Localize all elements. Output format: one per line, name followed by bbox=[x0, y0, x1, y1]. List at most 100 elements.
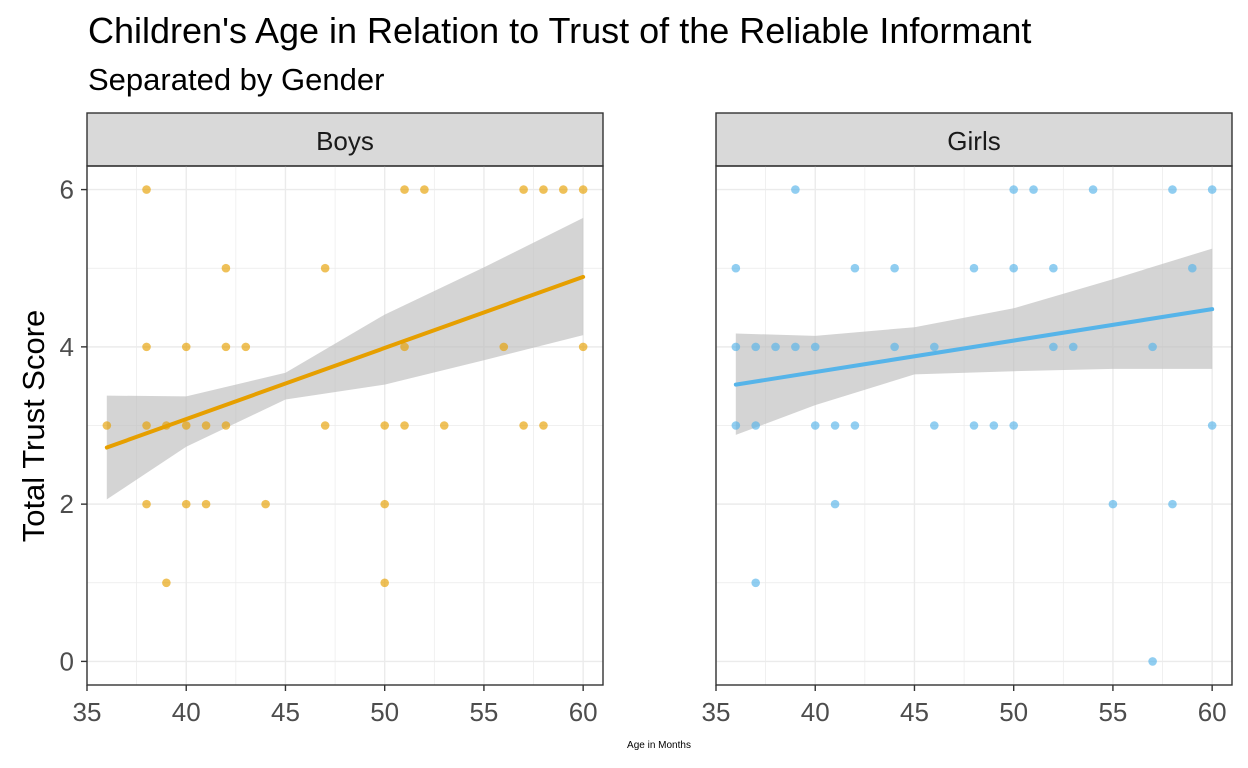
chart-title: Children's Age in Relation to Trust of t… bbox=[88, 10, 1032, 51]
data-point bbox=[751, 578, 760, 588]
data-point bbox=[499, 342, 509, 352]
data-point bbox=[142, 185, 151, 194]
data-point bbox=[578, 342, 588, 352]
data-point bbox=[519, 185, 528, 194]
data-point bbox=[380, 578, 389, 588]
panel-boys-x-axis: 35 40 45 50 55 60 bbox=[73, 685, 598, 727]
data-point bbox=[181, 421, 191, 430]
panel-boys-fit-group bbox=[104, 274, 586, 450]
data-point bbox=[731, 342, 741, 352]
data-point bbox=[578, 185, 588, 194]
data-point bbox=[320, 263, 330, 273]
data-point bbox=[850, 421, 860, 430]
x-tick-label: 45 bbox=[271, 697, 300, 727]
data-point bbox=[1108, 499, 1118, 509]
panel-girls-x-axis: 35 40 45 50 55 60 bbox=[702, 685, 1227, 727]
data-point bbox=[1188, 263, 1197, 273]
panel-boys-border bbox=[86, 165, 604, 686]
data-point bbox=[751, 421, 760, 430]
y-tick-label: 0 bbox=[60, 646, 74, 676]
data-point bbox=[830, 421, 840, 430]
data-point bbox=[969, 421, 979, 430]
data-point bbox=[1009, 421, 1018, 430]
data-point bbox=[830, 499, 840, 509]
data-point bbox=[261, 499, 270, 509]
panel-boys-strip-label: Boys bbox=[316, 126, 374, 156]
x-tick-label: 35 bbox=[702, 697, 731, 727]
x-axis-label: Age in Months bbox=[627, 740, 691, 751]
data-point bbox=[890, 342, 899, 352]
y-axis-label: Total Trust Score bbox=[16, 310, 51, 543]
data-point bbox=[1049, 263, 1058, 273]
x-tick-label: 45 bbox=[900, 697, 929, 727]
x-tick-label: 40 bbox=[801, 697, 830, 727]
data-point bbox=[930, 421, 939, 430]
x-tick-label: 55 bbox=[469, 697, 498, 727]
x-tick-label: 55 bbox=[1098, 697, 1127, 727]
data-point bbox=[850, 263, 860, 273]
data-point bbox=[221, 342, 231, 352]
data-point bbox=[1088, 185, 1098, 194]
panel-girls-fit-line bbox=[733, 307, 1215, 387]
panel-boys-fit-line bbox=[104, 274, 586, 450]
data-point bbox=[1009, 263, 1018, 273]
data-point bbox=[969, 263, 979, 273]
panel-boys: Boys 35 40 45 50 55 60 bbox=[73, 112, 604, 727]
data-point bbox=[791, 185, 800, 194]
data-point bbox=[420, 185, 429, 194]
data-point bbox=[771, 342, 780, 352]
data-point bbox=[1049, 342, 1058, 352]
data-point bbox=[320, 421, 330, 430]
data-point bbox=[1068, 342, 1078, 352]
data-point bbox=[241, 342, 251, 352]
data-point bbox=[930, 342, 939, 352]
data-point bbox=[181, 499, 191, 509]
data-point bbox=[380, 421, 389, 430]
data-point bbox=[1168, 185, 1177, 194]
data-point bbox=[162, 578, 171, 588]
data-point bbox=[380, 499, 389, 509]
data-point bbox=[201, 499, 211, 509]
data-point bbox=[102, 421, 112, 430]
panel-girls-points bbox=[731, 185, 1217, 666]
data-point bbox=[1168, 499, 1177, 509]
data-point bbox=[142, 342, 151, 352]
data-point bbox=[1148, 342, 1157, 352]
data-point bbox=[142, 421, 151, 430]
panel-boys-ci-band bbox=[106, 217, 584, 500]
data-point bbox=[519, 421, 528, 430]
x-tick-label: 60 bbox=[1198, 697, 1227, 727]
data-point bbox=[791, 342, 800, 352]
x-tick-label: 50 bbox=[370, 697, 399, 727]
panel-girls: Girls 35 40 45 50 55 60 bbox=[702, 112, 1233, 727]
data-point bbox=[731, 421, 741, 430]
panel-girls-ci-band-group bbox=[735, 248, 1213, 435]
data-point bbox=[1009, 185, 1018, 194]
data-point bbox=[400, 421, 409, 430]
panel-girls-strip-label: Girls bbox=[947, 126, 1000, 156]
x-tick-label: 40 bbox=[172, 697, 201, 727]
data-point bbox=[221, 421, 231, 430]
panel-girls-border bbox=[715, 165, 1233, 686]
data-point bbox=[400, 342, 409, 352]
data-point bbox=[439, 421, 449, 430]
data-point bbox=[890, 263, 899, 273]
data-point bbox=[731, 263, 741, 273]
x-tick-label: 35 bbox=[73, 697, 102, 727]
y-tick-label: 4 bbox=[60, 332, 74, 362]
x-tick-label: 60 bbox=[569, 697, 598, 727]
data-point bbox=[1207, 421, 1217, 430]
data-point bbox=[1148, 657, 1157, 666]
data-point bbox=[559, 185, 568, 194]
data-point bbox=[751, 342, 760, 352]
panel-girls-strip bbox=[715, 112, 1233, 167]
y-tick-label: 6 bbox=[60, 175, 74, 205]
data-point bbox=[142, 499, 151, 509]
data-point bbox=[810, 421, 820, 430]
y-tick-label: 2 bbox=[60, 489, 74, 519]
data-point bbox=[400, 185, 409, 194]
data-point bbox=[989, 421, 999, 430]
data-point bbox=[539, 185, 548, 194]
chart-subtitle: Separated by Gender bbox=[88, 62, 385, 97]
